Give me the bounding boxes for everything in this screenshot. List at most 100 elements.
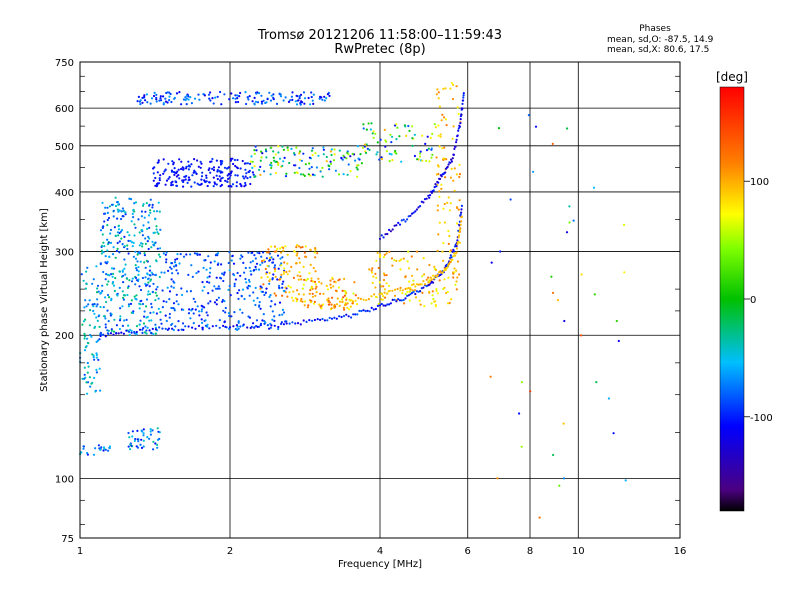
data-point [139,260,142,263]
trace-point [436,274,439,277]
data-point [355,303,359,306]
data-point [448,235,451,238]
data-point [259,287,262,290]
data-point [286,295,289,298]
data-point [88,299,91,302]
data-point [190,264,193,267]
data-point [198,183,201,186]
data-point [83,306,86,309]
x-tick-label: 4 [377,546,383,557]
data-point [376,251,379,254]
data-point [173,97,176,100]
data-point [285,270,288,274]
data-point [212,176,215,179]
trace-point [455,247,459,250]
data-point [144,242,147,245]
data-point [104,261,107,264]
data-point [148,285,151,288]
data-point [317,154,320,157]
data-point [155,288,158,291]
data-point [551,142,554,145]
data-point [169,266,172,269]
data-point [118,286,121,289]
data-point [91,282,94,285]
plot-frame [79,61,681,539]
data-point [187,98,190,101]
data-point [293,250,296,253]
data-point [94,447,97,450]
data-point [290,265,293,269]
data-point [106,293,110,297]
data-point [404,293,407,296]
data-point [253,175,256,178]
data-point [159,311,162,314]
data-point [624,479,627,482]
data-point [371,281,374,284]
data-point [221,300,224,303]
data-point [141,234,144,237]
data-point [439,135,442,138]
data-point [154,323,157,326]
data-point [405,134,408,137]
data-point [200,175,204,178]
data-point [132,311,135,315]
data-point [103,315,106,318]
data-point [270,146,273,149]
trace-point [430,278,433,281]
data-point [365,128,368,131]
data-point [164,314,167,317]
data-point [123,294,126,297]
data-point [140,438,143,441]
data-point [284,245,287,248]
data-point [370,269,373,272]
data-point [124,263,127,266]
data-point [311,147,314,150]
trace-point [431,281,435,284]
data-point [259,173,262,176]
trace-point [454,145,457,148]
data-point [153,231,156,234]
data-point [268,282,271,285]
trace-point [461,102,464,105]
data-point [116,201,119,204]
data-point [199,160,202,163]
data-point [248,285,252,288]
data-point [155,185,158,188]
data-point [130,329,133,332]
data-point [353,281,356,284]
data-point [249,160,252,163]
trace-point [402,298,405,302]
data-point [119,230,123,233]
data-point [92,453,96,456]
data-point [427,276,430,279]
data-point [123,245,126,248]
data-point [92,305,95,308]
chart-title: Tromsø 20121206 11:58:00–11:59:43 [257,28,502,43]
data-point [363,143,367,146]
data-point [265,272,268,275]
data-point [211,157,214,161]
data-point [607,397,611,400]
data-point [100,252,103,255]
data-point [107,241,110,244]
data-point [260,100,263,103]
data-point [106,309,109,312]
data-point [436,249,439,252]
data-point [147,221,150,224]
data-point [221,160,224,163]
data-point [442,242,445,245]
data-point [288,291,291,294]
data-point [302,283,305,286]
data-point [249,176,252,179]
trace-point [442,269,445,272]
data-point [129,239,132,243]
data-point [366,147,369,150]
data-point [215,159,218,162]
data-point [273,250,276,253]
data-point [156,231,159,234]
data-point [226,180,229,183]
data-point [92,356,95,359]
data-point [308,167,311,170]
data-point [140,446,144,449]
data-point [92,278,95,281]
